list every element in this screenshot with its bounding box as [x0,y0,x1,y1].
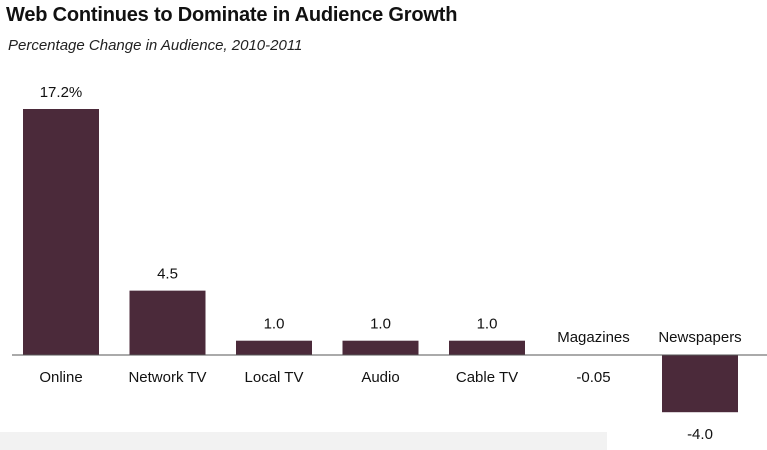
bar-cable-tv [449,340,525,355]
bar-newspapers [662,355,738,413]
value-label-newspapers: -4.0 [687,426,713,443]
labels-layer: 17.2% Online 4.5 Network TV 1.0 Local TV 1.0 Au… [39,84,741,443]
value-label-network-tv: 4.5 [157,266,178,283]
chart-subtitle: Percentage Change in Audience, 2010-2011 [8,37,303,54]
value-label-cable-tv: 1.0 [477,316,498,333]
bars-layer [23,109,738,413]
value-label-magazines: -0.05 [576,369,610,386]
bar-online [23,109,99,355]
bar-audio [342,340,419,355]
category-label-local-tv: Local TV [245,369,304,386]
category-label-magazines: Magazines [557,329,630,346]
footer-shade [0,432,607,450]
category-label-network-tv: Network TV [128,369,206,386]
value-label-audio: 1.0 [370,316,391,333]
bar-network-tv [129,290,206,355]
value-label-online: 17.2% [40,84,83,101]
chart-title: Web Continues to Dominate in Audience Gr… [6,4,458,26]
category-label-newspapers: Newspapers [658,329,741,346]
bar-local-tv [236,340,312,355]
value-label-local-tv: 1.0 [264,316,285,333]
category-label-cable-tv: Cable TV [456,369,518,386]
category-label-audio: Audio [361,369,399,386]
category-label-online: Online [39,369,82,386]
